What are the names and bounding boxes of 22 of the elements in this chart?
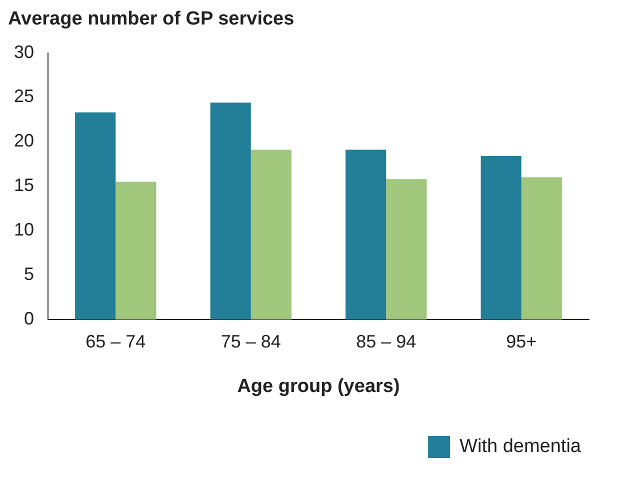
x-tick-label: 85 – 94 [356, 331, 416, 352]
x-tick-label: 75 – 84 [220, 331, 281, 352]
bar [480, 156, 522, 320]
bar [116, 182, 156, 320]
bar [346, 150, 386, 320]
bar [250, 150, 292, 320]
y-tick-label: 15 [14, 175, 34, 196]
y-tick-label: 25 [14, 86, 34, 106]
x-tick-label: 65 – 74 [86, 331, 146, 352]
y-tick-label: 10 [14, 220, 34, 240]
y-tick-label: 5 [24, 264, 34, 284]
y-tick-label: 20 [14, 130, 34, 151]
legend-label: With dementia [460, 436, 582, 458]
bar [210, 102, 251, 320]
chart-title: Average number of GP services [8, 8, 294, 30]
bar [75, 112, 116, 320]
bar [386, 179, 427, 320]
x-tick-label: 95+ [506, 331, 537, 352]
bar [521, 177, 562, 320]
x-axis-title: Age group (years) [237, 376, 400, 397]
y-tick-label: 0 [24, 308, 34, 329]
y-tick-label: 30 [14, 42, 34, 62]
